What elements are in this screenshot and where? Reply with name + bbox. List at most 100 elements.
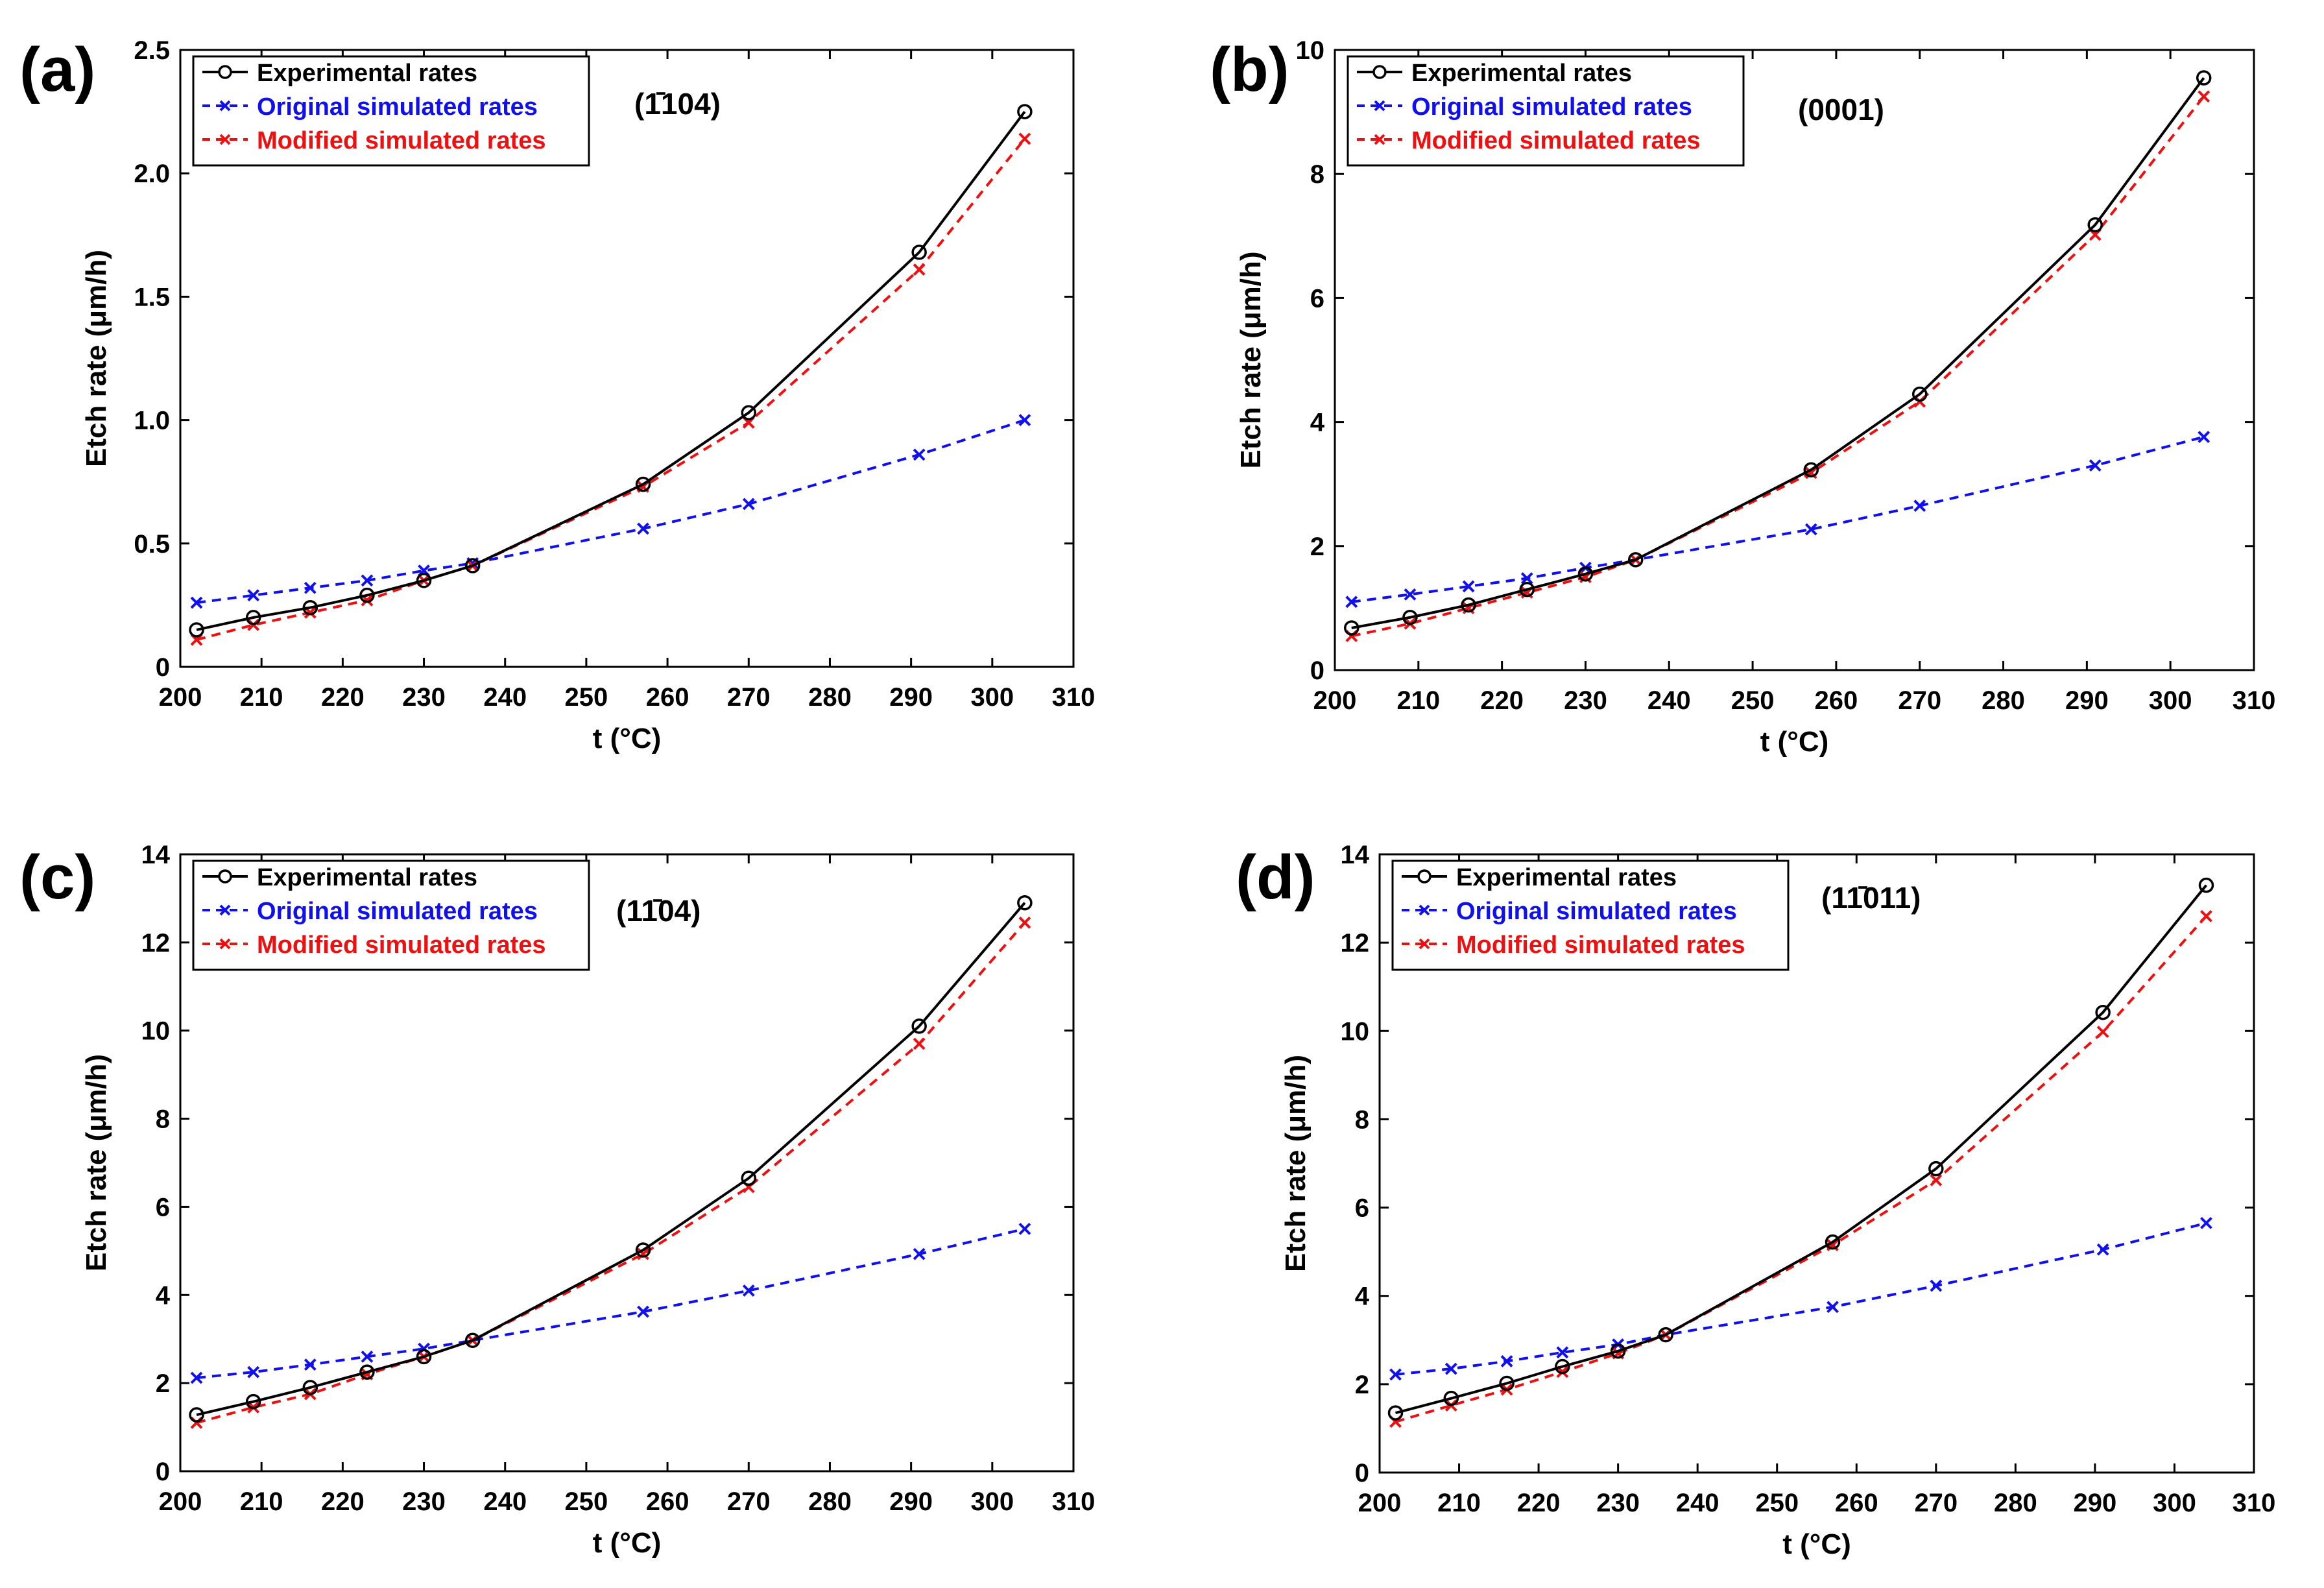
legend-entry-label: Modified simulated rates xyxy=(1456,932,1745,959)
legend: Experimental rates Original simulated rat… xyxy=(1391,860,1790,971)
y-axis-label: Etch rate (μm/h) xyxy=(1235,252,1267,469)
y-tick-label: 0.5 xyxy=(134,530,170,559)
legend-marker-circle xyxy=(218,869,232,884)
x-tick-label: 310 xyxy=(2233,1489,2276,1517)
chart-panel-a: 200 210 220 230 240 250 260 270 280 290 300 310 0 0.5… xyxy=(19,35,1095,754)
x-tick-label: 220 xyxy=(321,1487,365,1516)
plot-frame xyxy=(1378,853,2255,1474)
x-axis-label: t (°C) xyxy=(1782,1528,1851,1560)
x-tick-label: 220 xyxy=(321,683,365,712)
series-line-1 xyxy=(196,418,1025,605)
data-point-x xyxy=(1804,523,1817,536)
x-tick-label: 240 xyxy=(483,1487,527,1516)
x-tick-label: 260 xyxy=(1835,1489,1878,1517)
plane-label: (11̄011) xyxy=(1821,881,1921,915)
data-point-circle xyxy=(741,405,757,420)
x-tick-label: 300 xyxy=(2153,1489,2196,1517)
data-point-circle xyxy=(1555,1358,1570,1375)
x-tick-label: 270 xyxy=(727,1487,771,1516)
data-point-circle xyxy=(635,1242,651,1258)
x-tick-label: 200 xyxy=(159,683,202,712)
data-point-circle xyxy=(302,1380,318,1395)
data-point-x xyxy=(2198,431,2210,443)
data-point-x xyxy=(1404,588,1417,601)
y-tick-label: 8 xyxy=(1355,1105,1369,1134)
x-tick-label: 230 xyxy=(1596,1489,1640,1517)
legend-marker-x xyxy=(219,134,231,145)
x-tick-label: 230 xyxy=(402,683,446,712)
y-tick-label: 4 xyxy=(1310,409,1325,437)
plane-label: (1̄104) xyxy=(634,87,721,121)
legend-marker-x xyxy=(219,100,231,112)
legend: Experimental rates Original simulated rat… xyxy=(192,860,590,971)
data-point-circle xyxy=(2095,1004,2111,1020)
y-tick-label: 14 xyxy=(141,841,171,869)
y-tick-label: 10 xyxy=(1341,1017,1370,1046)
data-point-x xyxy=(1018,414,1031,427)
data-point-x xyxy=(247,1365,260,1378)
data-point-x xyxy=(304,581,317,594)
legend-entry-label: Experimental rates xyxy=(257,60,477,87)
series-line-0 xyxy=(1395,884,2208,1415)
series-line-2 xyxy=(196,921,1026,1425)
y-tick-label: 0 xyxy=(1310,656,1324,685)
data-point-x xyxy=(913,1247,926,1260)
y-tick-label: 0 xyxy=(156,653,170,682)
series-line-1 xyxy=(1395,1221,2207,1376)
y-tick-label: 1.5 xyxy=(134,283,170,311)
y-axis-label: Etch rate (μm/h) xyxy=(80,1054,112,1271)
legend: Experimental rates Original simulated rat… xyxy=(192,55,590,167)
x-tick-label: 250 xyxy=(565,683,608,712)
data-point-circle xyxy=(2198,877,2214,893)
x-tick-label: 300 xyxy=(2149,686,2192,715)
data-point-circle xyxy=(359,1364,375,1380)
data-point-circle xyxy=(2196,70,2212,86)
series-line-2 xyxy=(1395,915,2207,1423)
x-tick-label: 310 xyxy=(1052,683,1096,712)
data-point-x xyxy=(1389,1368,1402,1381)
legend-box xyxy=(192,55,590,167)
legend-entry-label: Original simulated rates xyxy=(1456,898,1737,925)
chart-panel-d: 200 210 220 230 240 250 260 270 280 290 300 310 0 2 4 6… xyxy=(1236,841,2275,1560)
data-point-x xyxy=(1930,1173,1943,1186)
legend-marker-x xyxy=(1374,100,1385,112)
legend-marker-circle xyxy=(1417,869,1432,884)
x-tick-label: 280 xyxy=(1982,686,2025,715)
x-tick-label: 230 xyxy=(1564,686,1607,715)
series-line-0 xyxy=(196,902,1026,1416)
data-point-x xyxy=(2096,1026,2109,1039)
data-point-circle xyxy=(245,1393,261,1410)
series-line-1 xyxy=(196,1227,1025,1379)
x-tick-label: 290 xyxy=(2065,686,2109,715)
series-line-2 xyxy=(196,138,1026,642)
data-point-circle xyxy=(245,610,261,625)
legend-marker-x xyxy=(1419,904,1430,916)
chart-panel-c: 200 210 220 230 240 250 260 270 280 290 300 310 0 2 4 6… xyxy=(19,841,1095,1559)
plot-frame xyxy=(179,853,1075,1473)
x-tick-label: 250 xyxy=(1755,1489,1799,1517)
data-point-circle xyxy=(1017,104,1033,119)
x-tick-label: 210 xyxy=(1396,686,1440,715)
y-tick-label: 2 xyxy=(1310,533,1324,561)
data-point-circle xyxy=(1387,1405,1404,1421)
x-tick-label: 220 xyxy=(1517,1489,1561,1517)
data-point-x xyxy=(1930,1279,1943,1292)
data-point-circle xyxy=(1627,552,1644,568)
panel-label: (b) xyxy=(1210,35,1289,104)
data-point-x xyxy=(913,263,926,276)
data-point-x xyxy=(1345,596,1358,608)
x-tick-label: 240 xyxy=(483,683,527,712)
data-point-circle xyxy=(416,573,432,588)
data-point-x xyxy=(1444,1362,1457,1375)
plane-label: (11̄04) xyxy=(616,894,701,928)
plane-label: (0001) xyxy=(1798,93,1884,126)
x-tick-label: 290 xyxy=(889,683,933,712)
x-tick-label: 230 xyxy=(402,1487,446,1516)
data-point-circle xyxy=(1911,386,1928,402)
data-point-x xyxy=(742,498,755,511)
y-tick-label: 0 xyxy=(156,1458,170,1486)
data-point-x xyxy=(1462,580,1475,593)
x-tick-label: 290 xyxy=(889,1487,933,1516)
legend-box xyxy=(1391,860,1790,971)
y-tick-label: 8 xyxy=(1310,160,1324,189)
